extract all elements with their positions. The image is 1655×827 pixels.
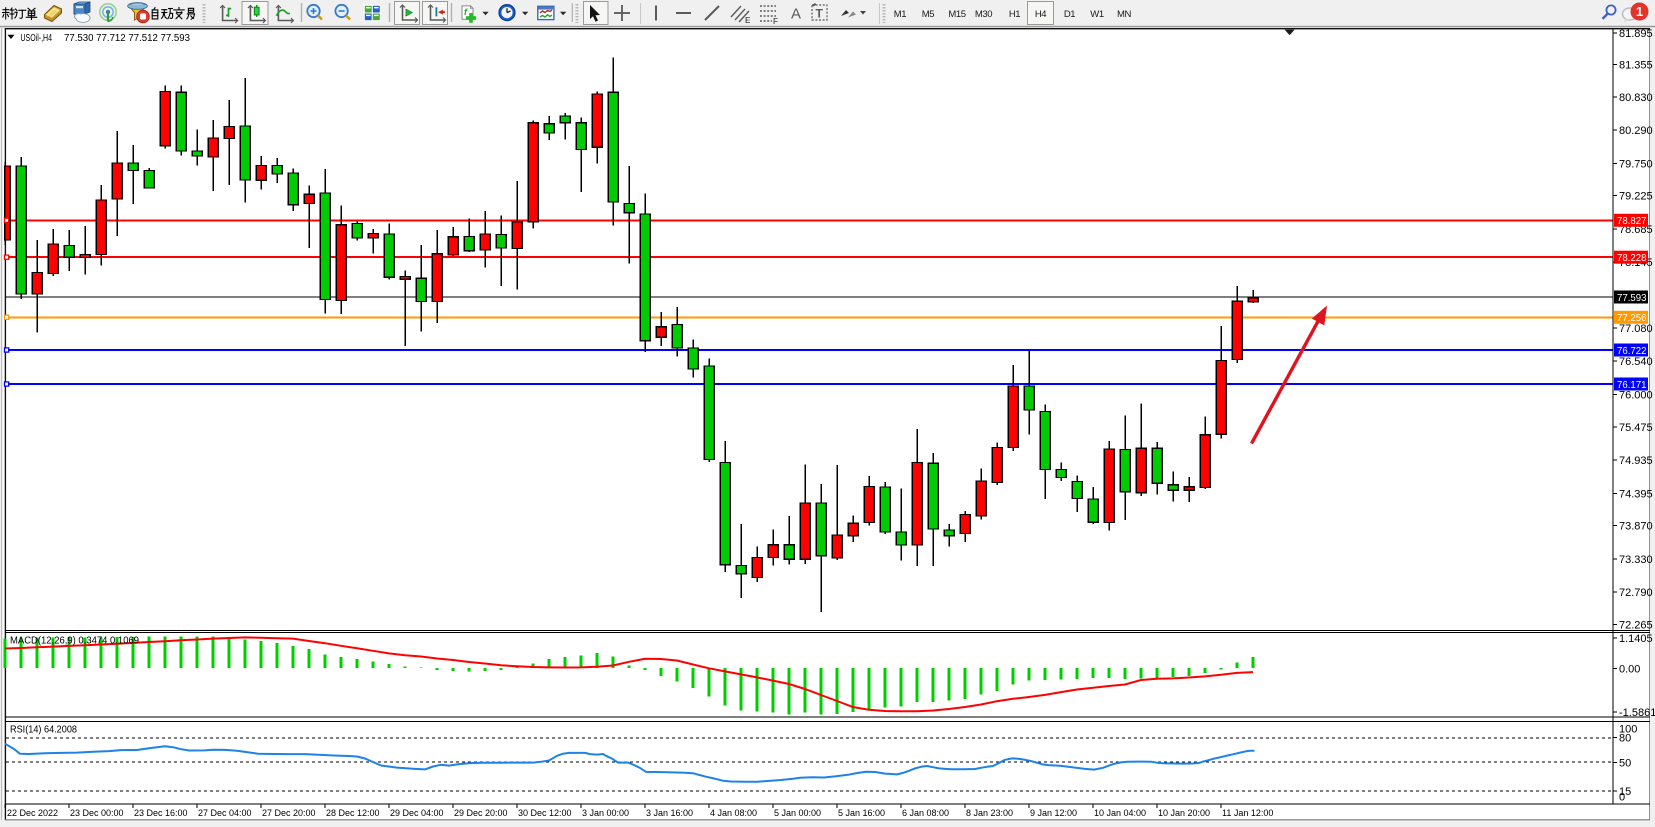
svg-text:M15: M15	[948, 9, 965, 20]
svg-text:73.870: 73.870	[1619, 521, 1653, 533]
svg-text:10 Jan 20:00: 10 Jan 20:00	[1158, 808, 1210, 818]
svg-text:72.790: 72.790	[1619, 587, 1653, 599]
svg-text:M5: M5	[922, 9, 935, 20]
svg-text:22 Dec 2022: 22 Dec 2022	[7, 808, 58, 818]
svg-text:75.475: 75.475	[1619, 422, 1653, 434]
svg-text:100: 100	[1619, 724, 1637, 736]
svg-text:W1: W1	[1090, 9, 1104, 20]
svg-text:23 Dec 16:00: 23 Dec 16:00	[134, 808, 188, 818]
svg-text:77.256: 77.256	[1617, 312, 1647, 324]
svg-text:29 Dec 04:00: 29 Dec 04:00	[390, 808, 444, 818]
svg-text:MACD(12,26,9) 0.3474 0.1069: MACD(12,26,9) 0.3474 0.1069	[10, 636, 139, 647]
svg-text:8 Jan 23:00: 8 Jan 23:00	[966, 808, 1013, 818]
svg-text:81.355: 81.355	[1619, 59, 1653, 71]
svg-text:E: E	[745, 16, 751, 25]
svg-text:D1: D1	[1064, 9, 1075, 20]
svg-text:74.395: 74.395	[1619, 488, 1653, 500]
svg-text:29 Dec 20:00: 29 Dec 20:00	[454, 808, 508, 818]
svg-text:76.000: 76.000	[1619, 389, 1653, 401]
svg-text:3 Jan 16:00: 3 Jan 16:00	[646, 808, 693, 818]
svg-text:81.895: 81.895	[1619, 28, 1653, 40]
svg-text:77.080: 77.080	[1619, 323, 1653, 335]
svg-text:-1.5861: -1.5861	[1619, 707, 1655, 719]
svg-text:5 Jan 16:00: 5 Jan 16:00	[838, 808, 885, 818]
svg-text:76.722: 76.722	[1617, 345, 1647, 357]
svg-text:79.225: 79.225	[1619, 191, 1653, 203]
svg-text:0: 0	[1619, 792, 1625, 804]
svg-text:78.685: 78.685	[1619, 224, 1653, 236]
svg-text:H4: H4	[1035, 9, 1046, 20]
svg-text:1: 1	[1636, 4, 1643, 19]
svg-text:27 Dec 04:00: 27 Dec 04:00	[198, 808, 252, 818]
svg-text:15: 15	[1619, 786, 1631, 798]
svg-text:9 Jan 12:00: 9 Jan 12:00	[1030, 808, 1077, 818]
svg-text:77.593: 77.593	[1617, 292, 1647, 304]
svg-text:79.750: 79.750	[1619, 158, 1653, 170]
svg-text:0.00: 0.00	[1619, 664, 1640, 676]
svg-text:74.935: 74.935	[1619, 455, 1653, 467]
svg-text:RSI(14) 64.2008: RSI(14) 64.2008	[10, 725, 77, 736]
svg-text:80.290: 80.290	[1619, 125, 1653, 137]
svg-text:USOil-,H4: USOil-,H4	[21, 33, 53, 44]
svg-text:30 Dec 12:00: 30 Dec 12:00	[518, 808, 572, 818]
svg-text:MN: MN	[1117, 9, 1132, 20]
svg-text:A: A	[791, 6, 801, 23]
svg-text:73.330: 73.330	[1619, 554, 1653, 566]
svg-text:23 Dec 00:00: 23 Dec 00:00	[70, 808, 124, 818]
svg-text:4 Jan 08:00: 4 Jan 08:00	[710, 808, 757, 818]
svg-text:M30: M30	[975, 9, 992, 20]
svg-text:T: T	[816, 7, 824, 21]
svg-text:1.1405: 1.1405	[1619, 633, 1653, 645]
svg-text:f: f	[464, 7, 468, 17]
svg-text:6 Jan 08:00: 6 Jan 08:00	[902, 808, 949, 818]
svg-text:50: 50	[1619, 757, 1631, 769]
svg-text:27 Dec 20:00: 27 Dec 20:00	[262, 808, 316, 818]
svg-text:3 Jan 00:00: 3 Jan 00:00	[582, 808, 629, 818]
svg-text:11 Jan 12:00: 11 Jan 12:00	[1222, 808, 1273, 818]
svg-text:F: F	[773, 17, 778, 26]
svg-text:80: 80	[1619, 733, 1631, 745]
svg-text:10 Jan 04:00: 10 Jan 04:00	[1094, 808, 1146, 818]
svg-text:M1: M1	[894, 9, 907, 20]
svg-text:80.830: 80.830	[1619, 92, 1653, 104]
svg-text:28 Dec 12:00: 28 Dec 12:00	[326, 808, 380, 818]
svg-text:5 Jan 00:00: 5 Jan 00:00	[774, 808, 821, 818]
svg-text:76.540: 76.540	[1619, 356, 1653, 368]
svg-text:78.228: 78.228	[1617, 252, 1647, 264]
svg-text:H1: H1	[1009, 9, 1020, 20]
svg-text:76.171: 76.171	[1617, 379, 1647, 391]
svg-text:72.265: 72.265	[1619, 620, 1653, 632]
svg-text:78.827: 78.827	[1617, 215, 1647, 227]
svg-text:77.530 77.712 77.512 77.593: 77.530 77.712 77.512 77.593	[64, 33, 190, 44]
